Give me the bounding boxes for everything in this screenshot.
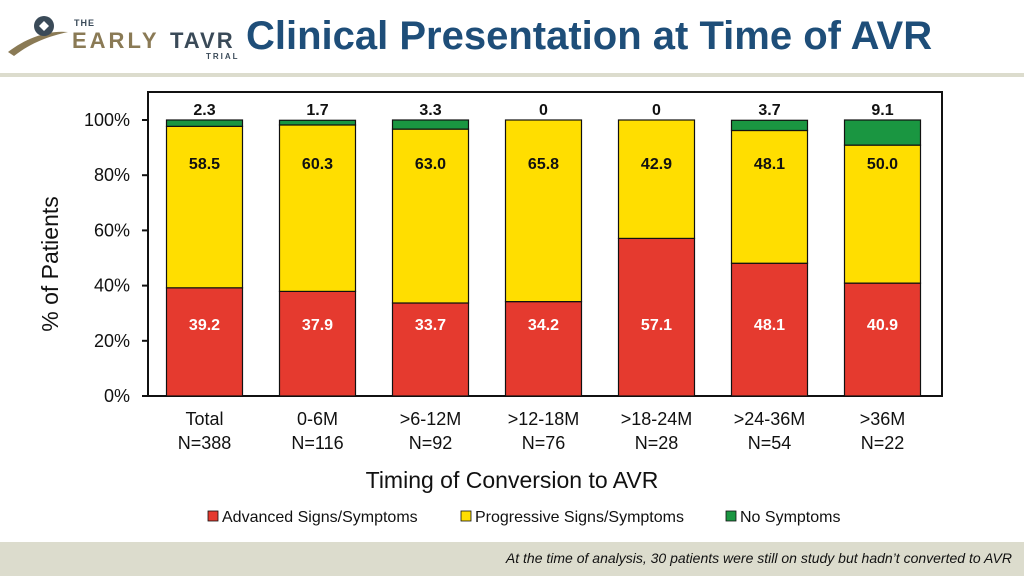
bar-segment-no-symptoms	[278, 119, 357, 126]
footer-bar	[0, 542, 1024, 576]
header-divider	[0, 73, 1024, 77]
bar-segment-progressive	[391, 128, 470, 304]
x-tick-n-label: N=22	[861, 433, 905, 453]
data-label-no-symptoms: 3.7	[758, 102, 780, 119]
y-tick-label: 40%	[94, 276, 130, 296]
x-tick-label: 0-6M	[297, 409, 338, 429]
legend-label-progressive: Progressive Signs/Symptoms	[475, 509, 684, 526]
x-tick-label: >18-24M	[621, 409, 693, 429]
x-tick-label: Total	[185, 409, 223, 429]
page-title: Clinical Presentation at Time of AVR	[246, 14, 933, 58]
data-label-progressive: 60.3	[302, 156, 333, 173]
logo-emblem-icon	[8, 16, 68, 56]
legend-label-no-symptoms: No Symptoms	[740, 509, 840, 526]
bar-segment-progressive	[617, 119, 696, 240]
data-label-progressive: 65.8	[528, 156, 559, 173]
y-tick-label: 60%	[94, 220, 130, 240]
header: THE EARLY TAVR TRIAL Clinical Presentati…	[0, 0, 1024, 77]
bar-segment-advanced	[165, 287, 244, 397]
x-tick-label: >12-18M	[508, 409, 580, 429]
legend-swatch-advanced	[207, 510, 219, 522]
data-label-advanced: 37.9	[302, 317, 333, 334]
x-tick-label: >36M	[860, 409, 906, 429]
data-label-no-symptoms: 3.3	[419, 102, 441, 119]
data-label-progressive: 58.5	[189, 156, 220, 173]
early-tavr-logo: THE EARLY TAVR TRIAL	[6, 12, 242, 62]
logo-tavr-text: TAVR	[170, 28, 235, 53]
legend-label-advanced: Advanced Signs/Symptoms	[222, 509, 418, 526]
bar-segment-progressive	[278, 124, 357, 292]
bar-segment-no-symptoms	[843, 119, 922, 146]
x-tick-n-label: N=388	[178, 433, 232, 453]
bar-segment-progressive	[504, 119, 583, 303]
data-label-no-symptoms: 0	[652, 102, 661, 119]
x-tick-n-label: N=28	[635, 433, 679, 453]
data-label-progressive: 63.0	[415, 156, 446, 173]
bar-segment-advanced	[278, 290, 357, 397]
bar-segment-advanced	[617, 237, 696, 397]
data-label-no-symptoms: 0	[539, 102, 548, 119]
x-tick-n-label: N=76	[522, 433, 566, 453]
data-label-advanced: 48.1	[754, 317, 785, 334]
logo-early-text: EARLY	[72, 28, 160, 53]
x-tick-label: >6-12M	[400, 409, 462, 429]
x-axis-title: Timing of Conversion to AVR	[366, 467, 659, 493]
data-label-no-symptoms: 9.1	[871, 102, 893, 119]
y-axis-title: % of Patients	[37, 196, 63, 332]
x-tick-label: >24-36M	[734, 409, 806, 429]
data-label-advanced: 39.2	[189, 317, 220, 334]
data-label-advanced: 40.9	[867, 317, 898, 334]
x-tick-n-label: N=116	[291, 433, 343, 453]
legend-swatch-no-symptoms	[725, 510, 737, 522]
stacked-bar-chart: 0% 20% 40% 60% 80% 100% 39.2 58.5 2.3 Total N=388 3…	[37, 91, 943, 526]
x-tick-n-label: N=54	[748, 433, 792, 453]
y-tick-label: 20%	[94, 331, 130, 351]
bar-segment-progressive	[730, 129, 809, 264]
data-label-no-symptoms: 1.7	[306, 102, 328, 119]
legend-swatch-progressive	[460, 510, 472, 522]
bar-segment-advanced	[504, 301, 583, 397]
bar-segment-no-symptoms	[165, 119, 244, 127]
data-label-progressive: 42.9	[641, 156, 672, 173]
bar-segment-progressive	[843, 144, 922, 284]
logo-trial-text: TRIAL	[206, 52, 240, 61]
bar-segment-no-symptoms	[391, 119, 470, 130]
y-tick-label: 80%	[94, 165, 130, 185]
bar-segment-advanced	[391, 302, 470, 397]
bar-segment-progressive	[165, 125, 244, 289]
data-label-progressive: 50.0	[867, 156, 898, 173]
data-label-advanced: 33.7	[415, 317, 446, 334]
bar-segment-advanced	[730, 262, 809, 397]
y-tick-label: 0%	[104, 386, 130, 406]
data-label-no-symptoms: 2.3	[193, 102, 215, 119]
data-label-advanced: 34.2	[528, 317, 559, 334]
bar-segment-advanced	[843, 282, 922, 397]
x-tick-n-label: N=92	[409, 433, 453, 453]
footnote: At the time of analysis, 30 patients wer…	[505, 550, 1012, 566]
data-label-advanced: 57.1	[641, 317, 672, 334]
y-tick-label: 100%	[84, 110, 130, 130]
logo-the-text: THE	[74, 18, 95, 28]
data-label-progressive: 48.1	[754, 156, 785, 173]
bar-segment-no-symptoms	[730, 119, 809, 132]
